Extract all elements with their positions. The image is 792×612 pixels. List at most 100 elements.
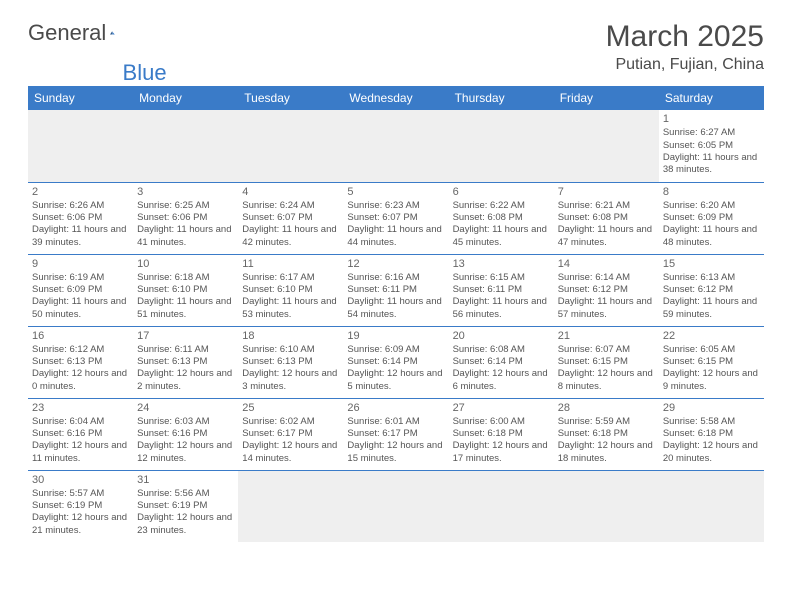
sunset-text: Sunset: 6:11 PM <box>347 284 444 296</box>
daylight-text: Daylight: 12 hours and 21 minutes. <box>32 512 129 537</box>
calendar-cell: 10Sunrise: 6:18 AMSunset: 6:10 PMDayligh… <box>133 254 238 326</box>
daylight-text: Daylight: 11 hours and 41 minutes. <box>137 224 234 249</box>
daylight-text: Daylight: 12 hours and 2 minutes. <box>137 368 234 393</box>
calendar-cell: 24Sunrise: 6:03 AMSunset: 6:16 PMDayligh… <box>133 398 238 470</box>
daylight-text: Daylight: 11 hours and 42 minutes. <box>242 224 339 249</box>
day-number: 8 <box>663 185 760 199</box>
day-number: 1 <box>663 112 760 126</box>
day-number: 7 <box>558 185 655 199</box>
calendar-cell: 11Sunrise: 6:17 AMSunset: 6:10 PMDayligh… <box>238 254 343 326</box>
sunrise-text: Sunrise: 6:19 AM <box>32 272 129 284</box>
daylight-text: Daylight: 12 hours and 17 minutes. <box>453 440 550 465</box>
sunrise-text: Sunrise: 6:14 AM <box>558 272 655 284</box>
day-number: 11 <box>242 257 339 271</box>
calendar-cell: 13Sunrise: 6:15 AMSunset: 6:11 PMDayligh… <box>449 254 554 326</box>
sunset-text: Sunset: 6:06 PM <box>137 212 234 224</box>
day-number: 21 <box>558 329 655 343</box>
calendar-row: 23Sunrise: 6:04 AMSunset: 6:16 PMDayligh… <box>28 398 764 470</box>
calendar-cell: 20Sunrise: 6:08 AMSunset: 6:14 PMDayligh… <box>449 326 554 398</box>
sunrise-text: Sunrise: 6:04 AM <box>32 416 129 428</box>
day-number: 23 <box>32 401 129 415</box>
sunrise-text: Sunrise: 6:23 AM <box>347 200 444 212</box>
calendar-cell: 18Sunrise: 6:10 AMSunset: 6:13 PMDayligh… <box>238 326 343 398</box>
daylight-text: Daylight: 12 hours and 12 minutes. <box>137 440 234 465</box>
calendar-cell: 31Sunrise: 5:56 AMSunset: 6:19 PMDayligh… <box>133 470 238 542</box>
sunset-text: Sunset: 6:07 PM <box>242 212 339 224</box>
sunset-text: Sunset: 6:18 PM <box>558 428 655 440</box>
daylight-text: Daylight: 11 hours and 38 minutes. <box>663 152 760 177</box>
daylight-text: Daylight: 12 hours and 11 minutes. <box>32 440 129 465</box>
daylight-text: Daylight: 11 hours and 47 minutes. <box>558 224 655 249</box>
sunset-text: Sunset: 6:18 PM <box>663 428 760 440</box>
day-number: 29 <box>663 401 760 415</box>
sunrise-text: Sunrise: 6:27 AM <box>663 127 760 139</box>
daylight-text: Daylight: 12 hours and 5 minutes. <box>347 368 444 393</box>
sunrise-text: Sunrise: 6:12 AM <box>32 344 129 356</box>
calendar-cell-blank <box>449 470 554 542</box>
calendar-cell: 1Sunrise: 6:27 AMSunset: 6:05 PMDaylight… <box>659 110 764 182</box>
daylight-text: Daylight: 12 hours and 9 minutes. <box>663 368 760 393</box>
brand-part2: Blue <box>123 60 167 86</box>
calendar-cell-blank <box>449 110 554 182</box>
day-number: 10 <box>137 257 234 271</box>
calendar-cell: 25Sunrise: 6:02 AMSunset: 6:17 PMDayligh… <box>238 398 343 470</box>
calendar-cell-blank <box>343 470 448 542</box>
sunrise-text: Sunrise: 5:59 AM <box>558 416 655 428</box>
sunrise-text: Sunrise: 5:58 AM <box>663 416 760 428</box>
calendar-cell: 4Sunrise: 6:24 AMSunset: 6:07 PMDaylight… <box>238 182 343 254</box>
weekday-header: Monday <box>133 86 238 110</box>
day-number: 9 <box>32 257 129 271</box>
calendar-cell: 17Sunrise: 6:11 AMSunset: 6:13 PMDayligh… <box>133 326 238 398</box>
sunset-text: Sunset: 6:06 PM <box>32 212 129 224</box>
day-number: 25 <box>242 401 339 415</box>
calendar-cell: 2Sunrise: 6:26 AMSunset: 6:06 PMDaylight… <box>28 182 133 254</box>
calendar-cell-blank <box>659 470 764 542</box>
sunset-text: Sunset: 6:14 PM <box>347 356 444 368</box>
calendar-cell: 29Sunrise: 5:58 AMSunset: 6:18 PMDayligh… <box>659 398 764 470</box>
sunrise-text: Sunrise: 6:08 AM <box>453 344 550 356</box>
sunrise-text: Sunrise: 6:26 AM <box>32 200 129 212</box>
sunrise-text: Sunrise: 6:22 AM <box>453 200 550 212</box>
weekday-header: Sunday <box>28 86 133 110</box>
calendar-cell: 3Sunrise: 6:25 AMSunset: 6:06 PMDaylight… <box>133 182 238 254</box>
sunset-text: Sunset: 6:19 PM <box>32 500 129 512</box>
sunrise-text: Sunrise: 6:02 AM <box>242 416 339 428</box>
sunset-text: Sunset: 6:05 PM <box>663 140 760 152</box>
sunrise-text: Sunrise: 6:11 AM <box>137 344 234 356</box>
day-number: 24 <box>137 401 234 415</box>
calendar-row: 2Sunrise: 6:26 AMSunset: 6:06 PMDaylight… <box>28 182 764 254</box>
day-number: 31 <box>137 473 234 487</box>
day-number: 20 <box>453 329 550 343</box>
sunset-text: Sunset: 6:15 PM <box>558 356 655 368</box>
sunset-text: Sunset: 6:19 PM <box>137 500 234 512</box>
day-number: 22 <box>663 329 760 343</box>
sunset-text: Sunset: 6:12 PM <box>558 284 655 296</box>
day-number: 13 <box>453 257 550 271</box>
sunrise-text: Sunrise: 6:18 AM <box>137 272 234 284</box>
daylight-text: Daylight: 11 hours and 50 minutes. <box>32 296 129 321</box>
sunset-text: Sunset: 6:17 PM <box>242 428 339 440</box>
day-number: 30 <box>32 473 129 487</box>
day-number: 12 <box>347 257 444 271</box>
day-number: 4 <box>242 185 339 199</box>
daylight-text: Daylight: 12 hours and 6 minutes. <box>453 368 550 393</box>
calendar-cell-blank <box>133 110 238 182</box>
calendar-table: SundayMondayTuesdayWednesdayThursdayFrid… <box>28 86 764 542</box>
sunset-text: Sunset: 6:13 PM <box>137 356 234 368</box>
day-number: 18 <box>242 329 339 343</box>
day-number: 26 <box>347 401 444 415</box>
day-number: 19 <box>347 329 444 343</box>
day-number: 15 <box>663 257 760 271</box>
day-number: 16 <box>32 329 129 343</box>
day-number: 28 <box>558 401 655 415</box>
sunrise-text: Sunrise: 6:16 AM <box>347 272 444 284</box>
calendar-cell-blank <box>238 110 343 182</box>
weekday-header: Saturday <box>659 86 764 110</box>
daylight-text: Daylight: 11 hours and 54 minutes. <box>347 296 444 321</box>
calendar-cell: 27Sunrise: 6:00 AMSunset: 6:18 PMDayligh… <box>449 398 554 470</box>
daylight-text: Daylight: 12 hours and 0 minutes. <box>32 368 129 393</box>
daylight-text: Daylight: 11 hours and 39 minutes. <box>32 224 129 249</box>
daylight-text: Daylight: 11 hours and 57 minutes. <box>558 296 655 321</box>
calendar-cell: 16Sunrise: 6:12 AMSunset: 6:13 PMDayligh… <box>28 326 133 398</box>
day-number: 14 <box>558 257 655 271</box>
